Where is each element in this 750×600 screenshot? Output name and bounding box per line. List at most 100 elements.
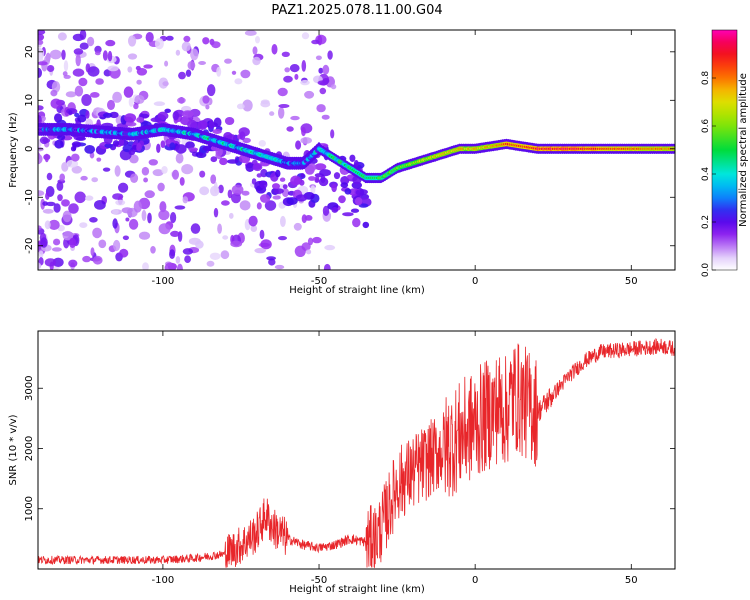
noise-blob (154, 38, 164, 50)
noise-blob (90, 247, 95, 257)
noise-blob (231, 70, 237, 75)
noise-blob (143, 177, 149, 183)
noise-blob (258, 140, 266, 147)
ridge-halo-blob (77, 114, 87, 123)
noise-blob (236, 103, 245, 110)
ridge-halo-blob (128, 149, 136, 156)
noise-blob (306, 249, 312, 255)
x-tick-label: -50 (311, 276, 327, 287)
noise-blob (102, 167, 111, 172)
x-tick-label: -100 (152, 276, 175, 287)
noise-blob (38, 142, 42, 148)
noise-blob (44, 153, 49, 163)
noise-blob (158, 209, 170, 221)
noise-blob (286, 126, 294, 132)
noise-blob (141, 209, 147, 222)
noise-blob (176, 263, 183, 270)
noise-blob (79, 30, 87, 40)
noise-blob (319, 87, 327, 95)
noise-blob (144, 190, 155, 199)
ridge-halo-blob (188, 147, 199, 152)
ridge-halo-blob (185, 141, 195, 149)
noise-blob (175, 153, 184, 164)
noise-blob (62, 210, 72, 223)
ridge-halo-blob (208, 120, 215, 129)
noise-blob (175, 256, 181, 264)
noise-blob (211, 41, 221, 49)
noise-blob (136, 68, 148, 76)
noise-blob (112, 209, 119, 215)
noise-blob (38, 61, 48, 66)
noise-blob (46, 65, 55, 72)
noise-blob (266, 256, 276, 261)
noise-blob (277, 87, 288, 97)
ridge-halo-blob (116, 123, 129, 129)
noise-blob (38, 105, 44, 111)
ridge-halo-blob (319, 169, 331, 177)
noise-blob (71, 153, 80, 162)
noise-blob (278, 106, 285, 119)
noise-blob (80, 175, 88, 181)
spectrogram-x-label: Height of straight line (km) (289, 285, 425, 296)
noise-blob (74, 85, 84, 97)
noise-blob (271, 44, 278, 55)
noise-blob (94, 51, 101, 56)
colorbar-tick-label: 0.0 (701, 263, 711, 278)
noise-blob (301, 60, 307, 72)
heatmap-marks (38, 30, 675, 270)
colorbar-label: Normalized spectral amplitude (738, 73, 749, 227)
figure-title: PAZ1.2025.078.11.00.G04 (271, 3, 442, 18)
noise-blob (199, 186, 210, 196)
noise-blob (42, 208, 54, 214)
ridge-halo-blob (139, 113, 150, 119)
ridge-halo-blob (259, 180, 268, 189)
noise-blob (52, 257, 64, 267)
noise-blob (63, 60, 69, 72)
noise-blob (231, 184, 244, 195)
noise-blob (122, 235, 129, 241)
noise-blob (255, 36, 260, 44)
ridge-halo-blob (72, 143, 77, 151)
noise-blob (241, 190, 250, 196)
noise-blob (259, 229, 265, 240)
noise-blob (185, 69, 192, 77)
noise-blob (311, 39, 320, 45)
ridge-halo-blob (57, 134, 66, 141)
ridge-halo-blob (238, 127, 250, 137)
noise-blob (301, 126, 306, 137)
noise-blob (216, 66, 222, 77)
noise-blob (62, 71, 68, 77)
spectrogram-x-axis: -100 -50 0 50 (152, 30, 638, 287)
noise-blob (150, 246, 156, 254)
noise-blob (87, 66, 100, 77)
ridge-halo-blob (349, 154, 356, 162)
ridge-halo-blob (197, 120, 208, 130)
noise-blob (324, 244, 336, 251)
ridge-halo-blob (301, 214, 307, 224)
noise-blob (278, 104, 290, 108)
noise-blob (51, 247, 62, 252)
noise-blob (199, 170, 206, 178)
noise-blob (184, 255, 192, 263)
noise-blob (57, 32, 67, 41)
noise-blob (170, 212, 177, 224)
noise-blob (74, 191, 86, 204)
y-tick-label: -20 (24, 238, 35, 254)
noise-blob (224, 58, 232, 64)
noise-blob (133, 103, 139, 110)
noise-blob (322, 205, 330, 216)
noise-blob (330, 129, 335, 139)
noise-blob (107, 99, 115, 111)
noise-blob (48, 219, 60, 230)
noise-blob (46, 172, 53, 181)
ridge-halo-blob (74, 112, 80, 118)
noise-blob (68, 259, 78, 268)
noise-blob (159, 201, 167, 213)
ridge-halo-blob (331, 206, 339, 213)
noise-blob (119, 248, 129, 258)
noise-blob (242, 99, 253, 112)
ridge-halo-blob (160, 140, 166, 148)
noise-blob (53, 203, 61, 213)
noise-blob (112, 218, 118, 229)
noise-blob (183, 35, 191, 43)
